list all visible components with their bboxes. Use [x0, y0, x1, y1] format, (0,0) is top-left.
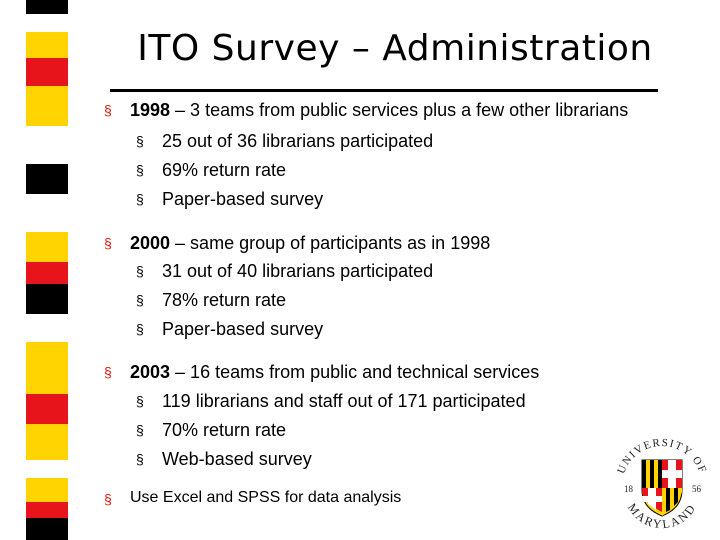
sub-bullet-text: 25 out of 36 librarians participated — [162, 131, 434, 151]
bullet-marker: § — [136, 162, 144, 178]
bullet-marker: § — [136, 263, 144, 279]
sub-bullet-text: 31 out of 40 librarians participated — [162, 261, 434, 281]
sub-bullet-text: 119 librarians and staff out of 171 part… — [162, 391, 526, 411]
bullet-marker: § — [104, 491, 112, 507]
sub-bullet-text: 70% return rate — [162, 420, 287, 440]
sub-bullet-text: 78% return rate — [162, 290, 287, 310]
bullet-marker: § — [136, 191, 144, 207]
bullet-marker: § — [136, 133, 144, 149]
bullet-marker: § — [136, 422, 144, 438]
bullet-marker: § — [136, 451, 144, 467]
bullet-year: 2003 — [130, 362, 171, 382]
bullet-text: Use Excel and SPSS for data analysis — [130, 489, 402, 506]
bullet-marker: § — [136, 292, 144, 308]
bullet-text: – same group of participants as in 1998 — [170, 233, 491, 253]
sub-bullet-text: 69% return rate — [162, 160, 287, 180]
bullet-year: 1998 — [130, 100, 171, 120]
bullet-year: 2000 — [130, 233, 171, 253]
bullet-marker: § — [104, 102, 112, 118]
maryland-shield-icon — [641, 459, 683, 517]
university-seal-logo: UNIVERSITY OF MARYLAND 18 56 — [615, 437, 707, 532]
title-underline — [110, 89, 658, 92]
bullet-marker: § — [136, 321, 144, 337]
seal-year-right: 56 — [692, 484, 702, 494]
bullet-text: – 3 teams from public services plus a fe… — [170, 100, 629, 120]
decorative-stripe — [0, 0, 70, 540]
sub-bullet-text: Paper-based survey — [162, 319, 324, 339]
sub-bullet-text: Paper-based survey — [162, 189, 324, 209]
bullet-marker: § — [104, 364, 112, 380]
slide-title: ITO Survey – Administration — [137, 28, 653, 69]
sub-bullet-text: Web-based survey — [162, 449, 312, 469]
bullet-marker: § — [104, 235, 112, 251]
seal-year-left: 18 — [624, 484, 634, 494]
bullet-text: – 16 teams from public and technical ser… — [170, 362, 540, 382]
bullet-marker: § — [136, 393, 144, 409]
